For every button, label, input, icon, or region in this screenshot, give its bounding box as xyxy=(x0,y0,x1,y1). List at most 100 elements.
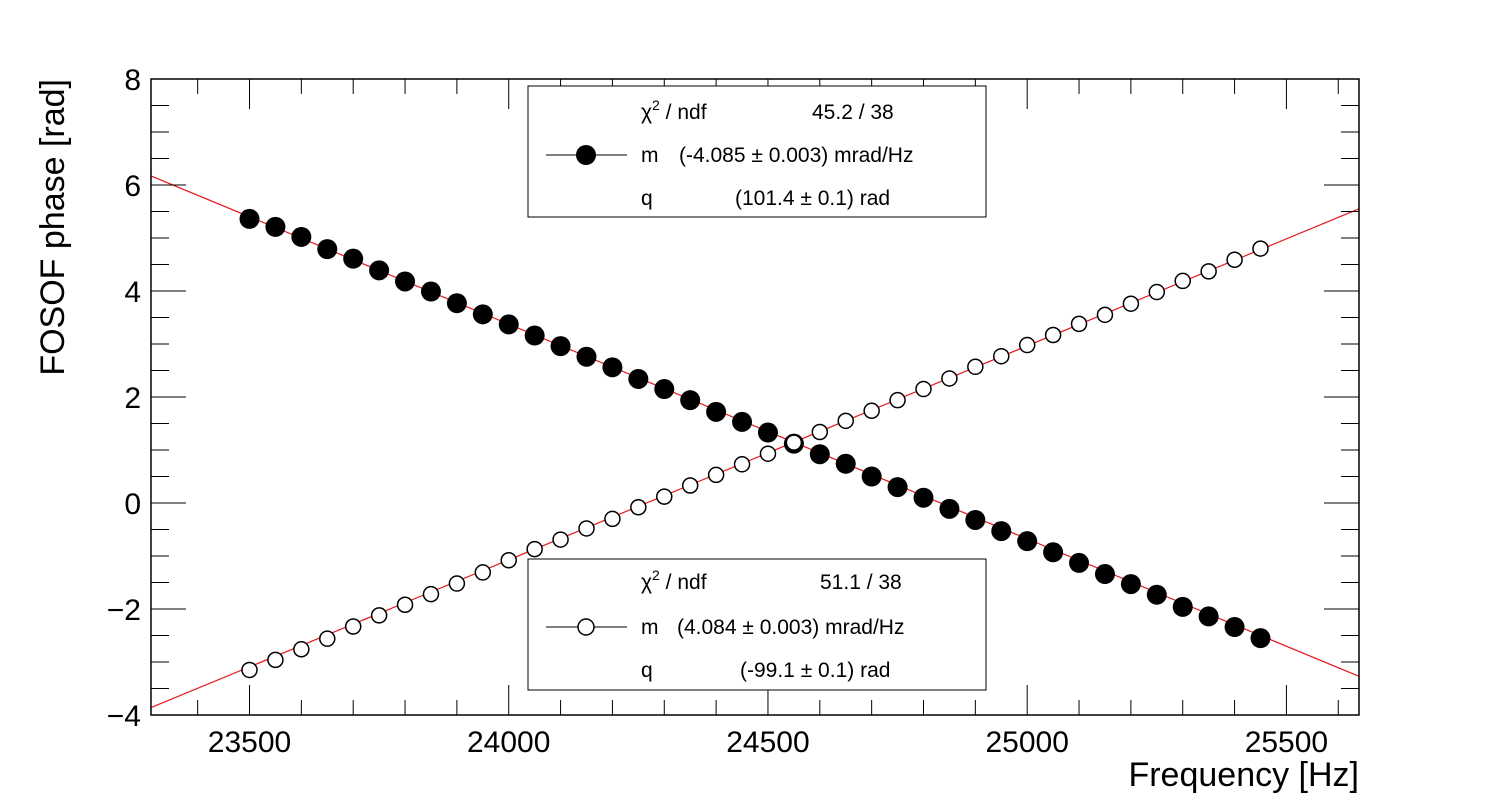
filled-data-point xyxy=(1250,628,1271,649)
open-data-point xyxy=(967,358,984,376)
filled-data-point xyxy=(757,422,778,443)
legend-chi2-label: χ2 / ndf xyxy=(641,97,707,124)
open-data-point xyxy=(344,618,362,635)
filled-data-point xyxy=(732,411,753,432)
open-data-point xyxy=(1226,251,1243,268)
y-tick-label: 8 xyxy=(124,64,141,97)
open-data-point xyxy=(889,391,906,409)
filled-data-point xyxy=(887,477,908,498)
plot-frame xyxy=(150,78,1360,716)
x-tick-label: 24000 xyxy=(467,726,550,759)
filled-data-point xyxy=(1120,574,1141,595)
legend-filled-marker xyxy=(576,145,596,165)
y-tick-label: 6 xyxy=(124,170,141,203)
open-data-point xyxy=(707,466,725,484)
open-data-point xyxy=(1252,240,1269,257)
filled-data-point xyxy=(835,453,856,474)
open-data-point xyxy=(241,661,258,679)
filled-data-point xyxy=(498,314,519,335)
open-data-point xyxy=(370,607,388,624)
filled-data-point xyxy=(265,216,286,237)
open-data-point xyxy=(1044,326,1062,344)
filled-data-point xyxy=(524,325,545,346)
filled-data-point xyxy=(1224,617,1245,638)
filled-data-point xyxy=(291,226,312,247)
filled-data-point xyxy=(1198,606,1219,627)
open-data-point xyxy=(1174,272,1191,290)
open-data-point xyxy=(1018,336,1036,354)
open-data-point xyxy=(604,510,621,528)
open-data-point xyxy=(915,380,932,398)
open-data-point xyxy=(319,630,336,647)
open-data-point xyxy=(1070,315,1088,333)
legend-frame xyxy=(527,85,987,218)
open-data-point xyxy=(863,402,880,420)
legend-q-value: (101.4 ± 0.1) rad xyxy=(735,187,890,210)
open-data-point xyxy=(759,445,777,462)
filled-data-point xyxy=(706,401,727,422)
filled-data-point xyxy=(1043,542,1064,563)
legend-m-label: m xyxy=(641,616,659,639)
open-data-point xyxy=(630,498,647,516)
open-data-point xyxy=(811,423,829,441)
open-data-point xyxy=(993,347,1010,365)
filled-data-point xyxy=(861,466,882,487)
x-tick-label: 23500 xyxy=(208,726,291,759)
open-data-point xyxy=(526,540,543,558)
legend-open-marker xyxy=(577,618,595,636)
tick-labels: 23500 24000 24500 25000 25500 −4 −2 0 2 4 6 8 xyxy=(107,64,1328,759)
filled-data-point xyxy=(395,271,416,292)
filled-data-point xyxy=(654,379,675,400)
legend-m-value: (4.084 ± 0.003) mrad/Hz xyxy=(677,616,904,639)
filled-data-point xyxy=(965,509,986,530)
open-data-point xyxy=(837,412,854,430)
open-data-point xyxy=(448,575,466,592)
x-tick-label: 24500 xyxy=(726,726,809,759)
filled-data-point xyxy=(680,390,701,411)
y-tick-label: −2 xyxy=(107,594,141,627)
filled-data-point xyxy=(1146,584,1167,605)
open-data-point xyxy=(941,370,958,387)
open-data-point xyxy=(396,596,414,614)
legend-chi2-value: 51.1 / 38 xyxy=(820,571,902,594)
open-data-point xyxy=(1200,263,1217,280)
open-data-point xyxy=(1148,283,1166,301)
filled-data-point xyxy=(602,357,623,378)
open-data-point xyxy=(1122,295,1140,312)
filled-data-point xyxy=(343,248,364,269)
legend-box-filled: χ2 / ndf 45.2 / 38 m (-4.085 ± 0.003) mr… xyxy=(527,85,987,218)
filled-data-point xyxy=(1094,564,1115,585)
filled-data-point xyxy=(628,368,649,389)
legend-m-value: (-4.085 ± 0.003) mrad/Hz xyxy=(679,144,913,167)
open-data-point xyxy=(733,456,751,473)
y-tick-label: 2 xyxy=(124,382,141,415)
open-data-point xyxy=(578,520,595,537)
x-tick-label: 25000 xyxy=(985,726,1068,759)
axis-ticks xyxy=(151,78,1359,716)
legend-chi2-label: χ2 / ndf xyxy=(641,567,707,594)
y-tick-label: 0 xyxy=(124,488,141,521)
open-data-point xyxy=(267,651,284,669)
filled-data-point xyxy=(991,521,1012,542)
open-data-point xyxy=(1096,306,1114,324)
open-data-point xyxy=(552,531,569,548)
filled-data-point xyxy=(809,444,830,465)
x-tick-label: 25500 xyxy=(1245,726,1328,759)
filled-data-point xyxy=(1017,531,1038,552)
legend-chi2-value: 45.2 / 38 xyxy=(812,101,894,124)
legend-box-open: χ2 / ndf 51.1 / 38 m (4.084 ± 0.003) mra… xyxy=(527,558,987,691)
legend-frame xyxy=(527,558,987,691)
x-axis-title: Frequency [Hz] xyxy=(1128,756,1359,794)
open-data-point xyxy=(681,477,699,494)
filled-data-point xyxy=(369,260,390,281)
filled-data-point xyxy=(913,487,934,508)
filled-data-point xyxy=(1172,596,1193,617)
y-tick-label: −4 xyxy=(107,700,141,733)
filled-data-point xyxy=(317,239,338,260)
open-data-point xyxy=(474,564,492,581)
filled-data-point xyxy=(576,346,597,367)
open-data-point xyxy=(422,585,440,603)
filled-data-point xyxy=(446,293,467,314)
legend-q-label: q xyxy=(641,659,653,682)
